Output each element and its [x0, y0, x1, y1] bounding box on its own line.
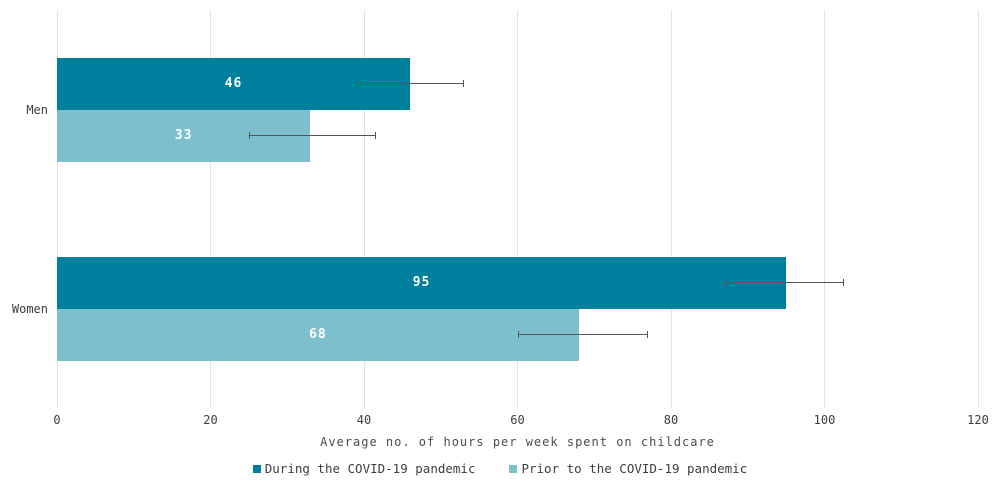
x-tick-label: 120: [967, 413, 989, 427]
error-bar-cap: [374, 132, 376, 139]
y-axis-label: Men: [26, 102, 48, 117]
gridline: [210, 10, 211, 408]
gridline: [517, 10, 518, 408]
y-axis-label: Women: [11, 301, 48, 316]
legend-item-during: During the COVID-19 pandemic: [252, 461, 476, 476]
x-tick-label: 20: [203, 413, 218, 427]
legend-swatch-during-icon: [252, 464, 261, 473]
legend-swatch-prior-icon: [509, 464, 518, 473]
error-bar-cap: [646, 331, 648, 338]
gridline: [977, 10, 979, 408]
error-bar: [724, 279, 844, 286]
error-bar-cap: [724, 279, 726, 286]
bar-women-prior: 68: [57, 308, 579, 361]
gridline: [56, 10, 58, 408]
bar-value-label: 33: [174, 127, 193, 143]
gridline: [670, 10, 672, 408]
bar-women-during: 95: [57, 256, 787, 309]
error-bar: [356, 80, 464, 87]
error-bar-cap: [248, 132, 250, 139]
legend-label-during: During the COVID-19 pandemic: [264, 461, 476, 476]
x-axis-title: Average no. of hours per week spent on c…: [320, 435, 715, 449]
x-tick-label: 0: [53, 413, 61, 427]
x-tick-label: 80: [663, 413, 679, 427]
error-bar: [248, 132, 376, 139]
error-bar-cap: [517, 331, 519, 338]
error-bar-cap: [356, 80, 358, 87]
bar-value-label: 68: [309, 326, 327, 342]
legend: During the COVID-19 pandemic Prior to th…: [0, 461, 1000, 476]
gridline: [363, 10, 365, 408]
x-tick-label: 100: [813, 413, 836, 427]
bar-men-during: 46: [57, 57, 411, 110]
error-bar-cap: [462, 80, 464, 87]
x-tick-label: 60: [510, 413, 525, 427]
error-bar: [517, 331, 648, 338]
x-axis-ticks: 0 20 40 60 80 100 120: [53, 413, 988, 429]
bar-value-label: 46: [224, 75, 243, 91]
error-bar-cap: [842, 279, 844, 286]
error-bar-line: [248, 135, 376, 136]
plot-area: 46 33 95 68: [56, 10, 979, 408]
error-bar-line: [356, 83, 464, 84]
error-bar-line: [517, 334, 648, 335]
legend-item-prior: Prior to the COVID-19 pandemic: [509, 461, 747, 476]
bar-value-label: 95: [412, 274, 431, 290]
x-tick-label: 40: [356, 413, 372, 427]
legend-label-prior: Prior to the COVID-19 pandemic: [521, 461, 748, 476]
error-bar-line: [724, 282, 844, 283]
gridline: [824, 10, 825, 408]
